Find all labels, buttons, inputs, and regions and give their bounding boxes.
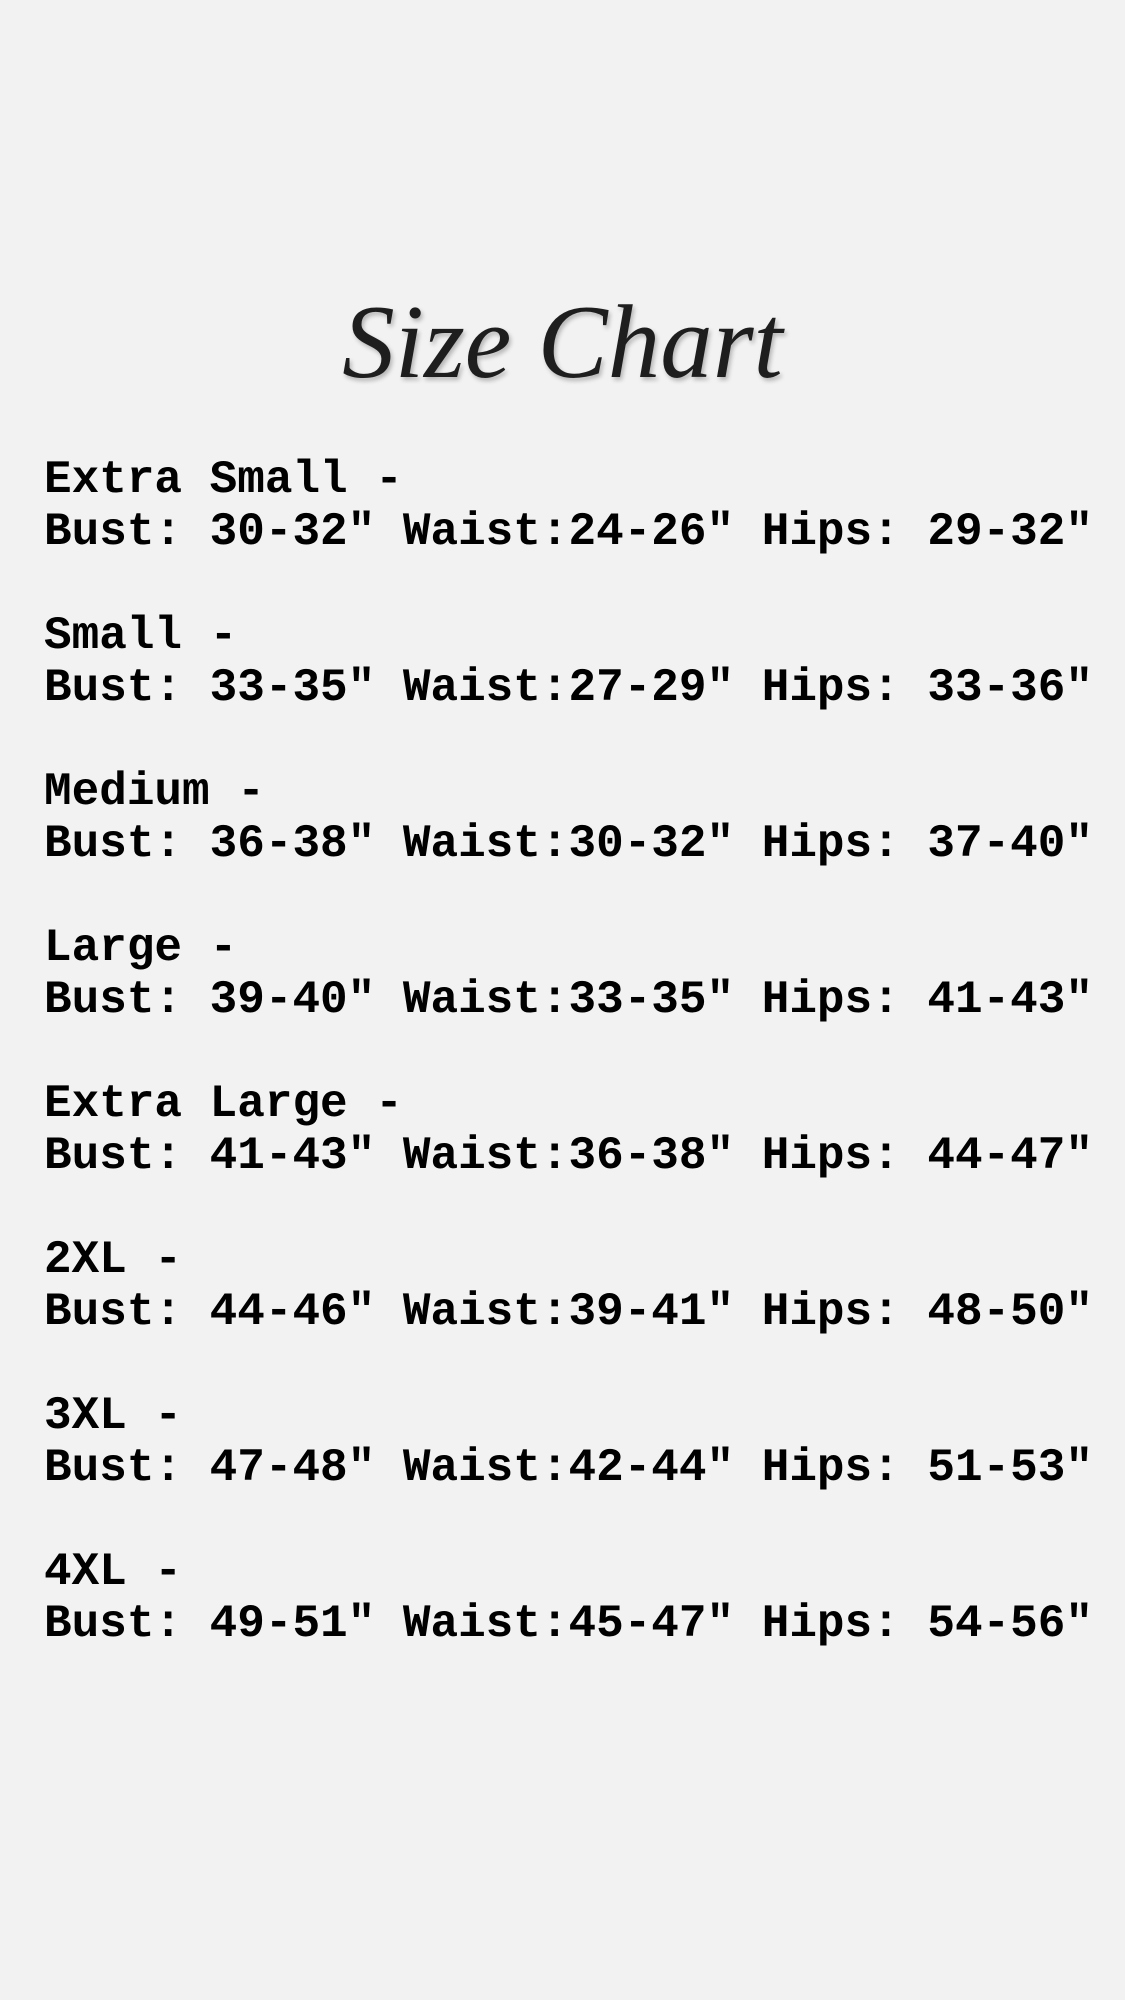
size-entry-2xl: 2XL - Bust: 44-46″ Waist:39-41″ Hips: 48…	[44, 1234, 1093, 1338]
size-entry-large: Large - Bust: 39-40″ Waist:33-35″ Hips: …	[44, 922, 1093, 1026]
size-entry-4xl: 4XL - Bust: 49-51″ Waist:45-47″ Hips: 54…	[44, 1546, 1093, 1650]
size-measurements: Bust: 33-35″ Waist:27-29″ Hips: 33-36″	[44, 662, 1093, 714]
size-measurements: Bust: 41-43″ Waist:36-38″ Hips: 44-47″	[44, 1130, 1093, 1182]
size-label: Extra Small -	[44, 454, 403, 506]
size-label: 3XL -	[44, 1390, 183, 1442]
size-entry-medium: Medium - Bust: 36-38″ Waist:30-32″ Hips:…	[44, 766, 1093, 870]
size-label: Medium -	[44, 766, 265, 818]
size-label: Small -	[44, 610, 238, 662]
size-entry-extra-large: Extra Large - Bust: 41-43″ Waist:36-38″ …	[44, 1078, 1093, 1182]
page-title: Size Chart	[342, 283, 783, 400]
size-measurements: Bust: 44-46″ Waist:39-41″ Hips: 48-50″	[44, 1286, 1093, 1338]
size-label: 4XL -	[44, 1546, 183, 1598]
size-label: Large -	[44, 922, 238, 974]
size-label: Extra Large -	[44, 1078, 403, 1130]
size-measurements: Bust: 47-48″ Waist:42-44″ Hips: 51-53″	[44, 1442, 1093, 1494]
size-measurements: Bust: 36-38″ Waist:30-32″ Hips: 37-40″	[44, 818, 1093, 870]
size-label: 2XL -	[44, 1234, 183, 1286]
size-entry-extra-small: Extra Small - Bust: 30-32″ Waist:24-26″ …	[44, 454, 1093, 558]
size-measurements: Bust: 30-32″ Waist:24-26″ Hips: 29-32″	[44, 506, 1093, 558]
size-entry-small: Small - Bust: 33-35″ Waist:27-29″ Hips: …	[44, 610, 1093, 714]
size-measurements: Bust: 49-51″ Waist:45-47″ Hips: 54-56″	[44, 1598, 1093, 1650]
size-entry-3xl: 3XL - Bust: 47-48″ Waist:42-44″ Hips: 51…	[44, 1390, 1093, 1494]
size-measurements: Bust: 39-40″ Waist:33-35″ Hips: 41-43″	[44, 974, 1093, 1026]
size-list: Extra Small - Bust: 30-32″ Waist:24-26″ …	[44, 454, 1093, 1702]
